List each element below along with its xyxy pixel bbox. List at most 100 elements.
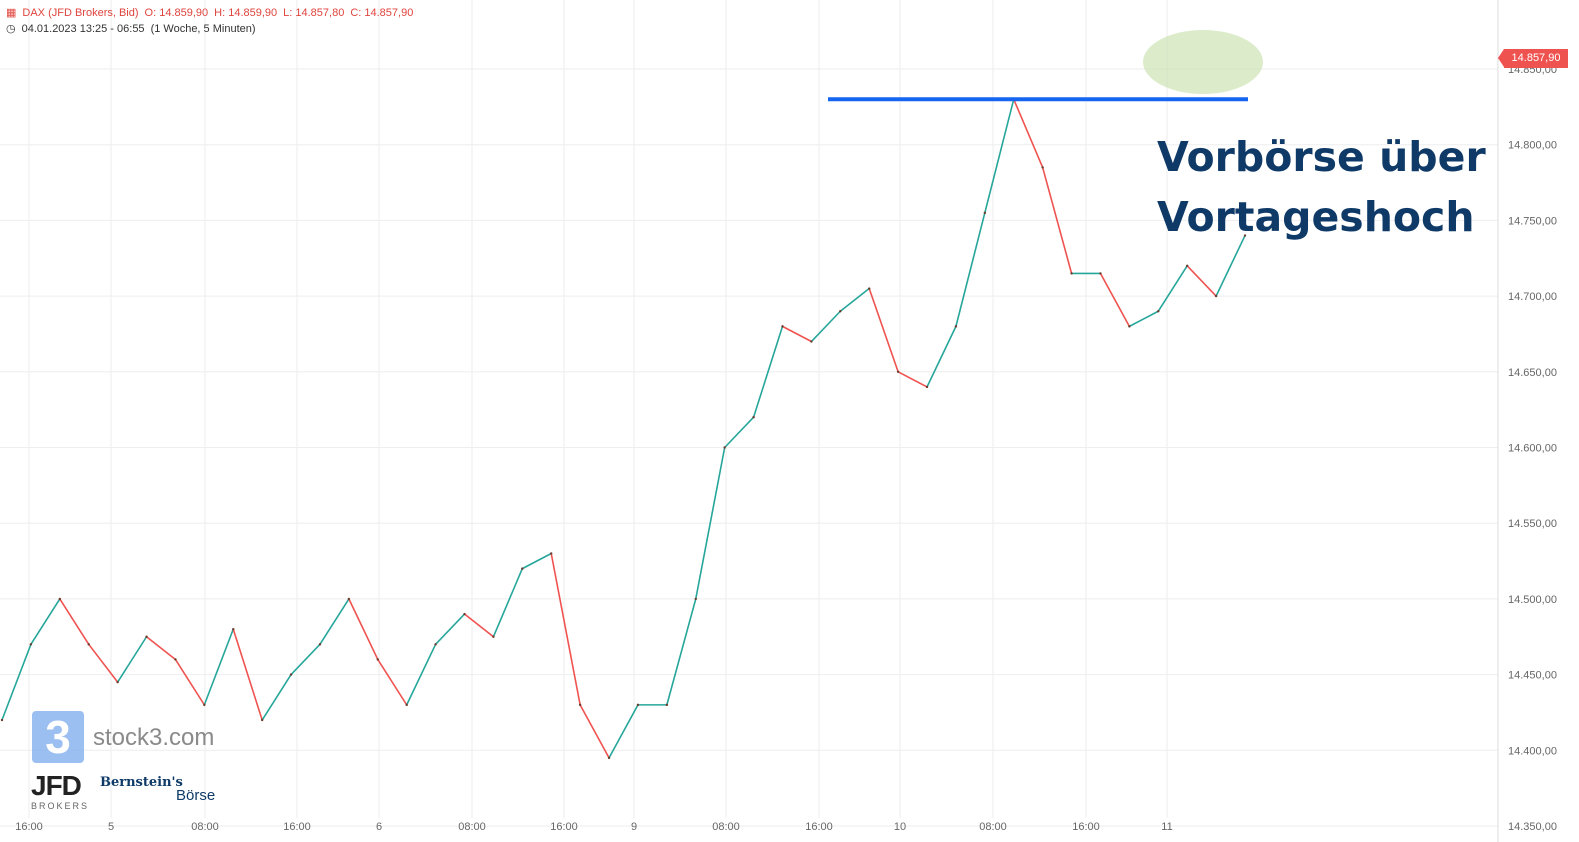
price-point — [29, 643, 33, 646]
price-point — [174, 658, 177, 661]
chart-subheader: ◷ 04.01.2023 13:25 - 06:55 (1 Woche, 5 Min… — [6, 23, 262, 36]
price-segment — [146, 636, 176, 661]
y-axis-labels: 14.350,00 14.400,00 14.450,00 14.500,00 14.5… — [1508, 64, 1557, 833]
price-segment — [232, 628, 263, 721]
price-point — [318, 643, 322, 646]
price-point — [636, 703, 640, 707]
price-segment — [116, 636, 148, 683]
y-tick-label: 14.600,00 — [1508, 443, 1557, 455]
annotation-line-1: Vorbörse über — [1157, 133, 1486, 181]
annotation-line-2: Vortageshoch — [1157, 193, 1475, 241]
price-point — [58, 597, 62, 601]
price-point — [0, 718, 4, 722]
price-segment — [290, 643, 321, 676]
price-point — [434, 643, 437, 646]
price-point — [1041, 166, 1044, 169]
x-tick-label: 16:00 — [15, 821, 43, 833]
price-segment — [1157, 265, 1188, 312]
y-tick-label: 14.400,00 — [1508, 745, 1557, 757]
price-point — [1243, 234, 1247, 237]
price-segment — [1186, 265, 1217, 297]
price-point — [1070, 272, 1073, 275]
price-point — [694, 597, 697, 601]
y-tick-label: 14.350,00 — [1508, 821, 1557, 833]
x-axis-labels: 16:00 5 08:00 16:00 6 08:00 16:00 9 08:00 16:00 10… — [15, 821, 1172, 833]
price-segment — [435, 613, 466, 645]
bernstein-logo-sub: Börse — [176, 787, 216, 804]
vertical-gridlines — [28, 0, 1168, 818]
y-tick-label: 14.550,00 — [1508, 518, 1557, 530]
y-tick-label: 14.750,00 — [1508, 215, 1557, 227]
price-point — [1128, 325, 1131, 328]
x-tick-label: 5 — [108, 821, 114, 833]
price-segment — [782, 325, 812, 343]
x-tick-label: 08:00 — [979, 821, 1007, 833]
price-segment — [492, 568, 524, 638]
high-value: H: 14.859,90 — [214, 7, 278, 19]
price-segment — [1215, 235, 1246, 297]
price-point — [1157, 310, 1160, 313]
price-point — [521, 567, 524, 570]
highlight-ellipse — [1143, 30, 1263, 94]
low-value: L: 14.857,80 — [283, 7, 345, 19]
price-point — [578, 703, 582, 707]
price-point — [116, 680, 119, 684]
price-point — [954, 325, 958, 328]
price-point — [87, 643, 90, 646]
price-segment — [666, 598, 697, 706]
y-tick-label: 14.800,00 — [1508, 140, 1557, 152]
price-segment — [579, 704, 610, 759]
y-tick-label: 14.650,00 — [1508, 367, 1557, 379]
price-point — [550, 552, 553, 555]
x-tick-label: 16:00 — [805, 821, 833, 833]
price-segment — [174, 659, 206, 706]
price-point — [925, 385, 929, 389]
price-segment — [1041, 167, 1073, 274]
open-value: O: 14.859,90 — [144, 7, 209, 19]
price-segment — [810, 310, 841, 343]
price-point — [665, 703, 669, 707]
price-point — [781, 325, 784, 328]
chart-type-icon[interactable]: ▦ — [6, 7, 17, 19]
price-point — [376, 658, 379, 661]
price-point — [896, 370, 900, 373]
price-segment — [868, 288, 899, 373]
price-segment — [897, 371, 928, 388]
price-segment — [839, 287, 870, 312]
price-point — [347, 597, 351, 601]
horizontal-gridlines — [0, 68, 1498, 827]
price-point — [868, 287, 871, 290]
price-segment — [405, 643, 437, 706]
price-segment — [1129, 310, 1159, 328]
price-point — [752, 416, 755, 419]
close-value: C: 14.857,90 — [350, 7, 414, 19]
price-segment — [203, 628, 235, 706]
x-tick-label: 08:00 — [458, 821, 486, 833]
x-tick-label: 08:00 — [712, 821, 740, 833]
y-tick-label: 14.500,00 — [1508, 594, 1557, 606]
price-segment — [752, 326, 784, 418]
x-tick-label: 08:00 — [191, 821, 219, 833]
x-tick-label: 10 — [894, 821, 906, 833]
price-point — [492, 635, 495, 638]
price-point — [289, 673, 293, 676]
price-point — [607, 756, 611, 760]
price-point — [260, 718, 264, 722]
x-tick-label: 9 — [631, 821, 637, 833]
price-point — [810, 340, 813, 343]
price-point — [983, 211, 987, 215]
clock-icon: ◷ — [6, 23, 16, 35]
price-segment — [550, 553, 581, 706]
price-segment — [694, 447, 726, 600]
price-point — [1185, 264, 1189, 268]
price-segment — [608, 704, 639, 759]
price-segment — [926, 326, 957, 388]
price-segment — [377, 659, 408, 706]
jfd-logo-sub: BROKERS — [31, 801, 90, 811]
y-tick-label: 14.450,00 — [1508, 670, 1557, 682]
price-segment — [1, 644, 32, 721]
price-segment — [955, 212, 986, 327]
price-segment — [724, 416, 755, 449]
x-tick-label: 16:00 — [283, 821, 311, 833]
